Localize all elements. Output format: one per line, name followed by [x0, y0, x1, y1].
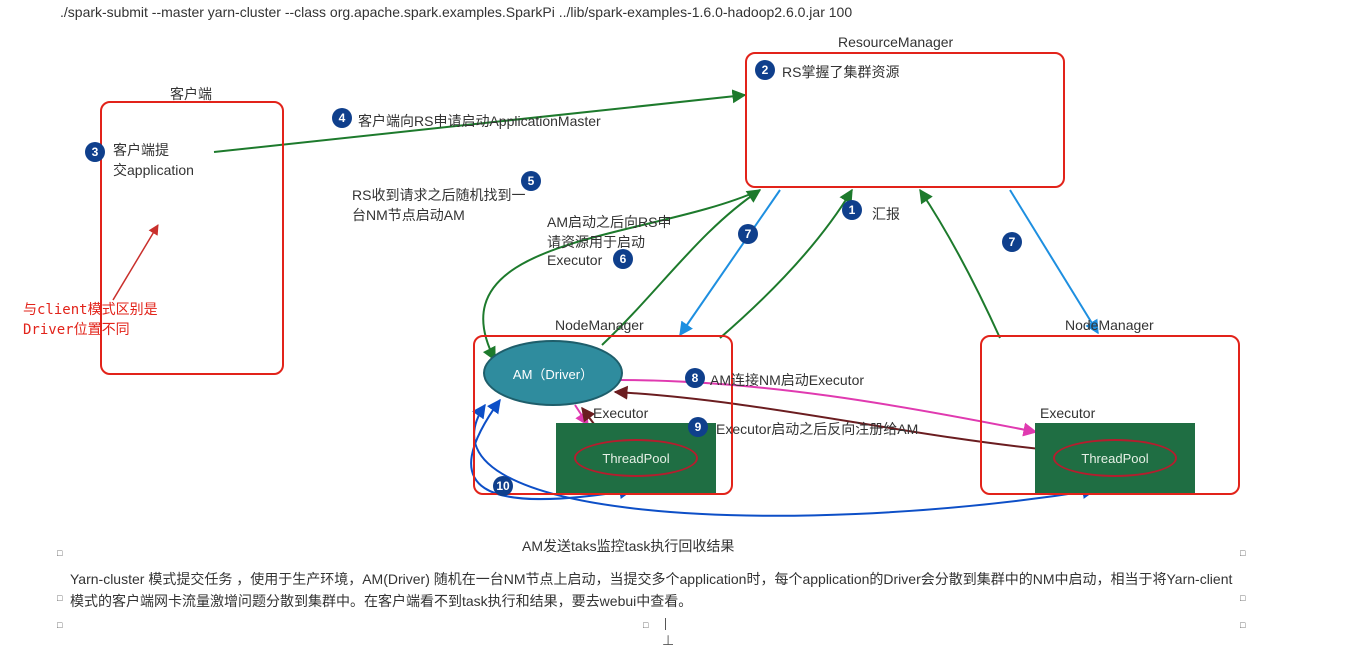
badge-4: 4: [332, 108, 352, 128]
executor-1-title: Executor: [593, 405, 648, 421]
client-note-l2: Driver位置不同: [23, 319, 158, 339]
threadpool-1: ThreadPool: [574, 439, 698, 477]
label-1: 汇报: [872, 204, 900, 224]
text-cursor-icon: ⊥: [662, 632, 674, 649]
badge-3: 3: [85, 142, 105, 162]
am-label: AM（Driver）: [485, 342, 621, 404]
label-4: 客户端向RS申请启动ApplicationMaster: [358, 111, 601, 131]
badge-2: 2: [755, 60, 775, 80]
threadpool-2-label: ThreadPool: [1055, 441, 1175, 475]
command-text: ./spark-submit --master yarn-cluster --c…: [60, 4, 852, 20]
am-driver: AM（Driver）: [483, 340, 623, 406]
label-2: RS掌握了集群资源: [782, 62, 899, 82]
label-3-l1: 客户端提交application: [113, 142, 194, 178]
bullet-marker: □: [1240, 620, 1245, 630]
threadpool-2: ThreadPool: [1053, 439, 1177, 477]
client-note-l1: 与client模式区别是: [23, 299, 158, 319]
label-5-text: RS收到请求之后随机找到一台NM节点启动AM: [352, 187, 525, 223]
threadpool-1-label: ThreadPool: [576, 441, 696, 475]
badge-7a: 7: [738, 224, 758, 244]
label-8: AM连接NM启动Executor: [710, 370, 864, 390]
label-6: AM启动之后向RS申请资源用于启动Executor: [547, 212, 677, 268]
badge-7b: 7: [1002, 232, 1022, 252]
executor-2: ThreadPool: [1035, 423, 1195, 493]
label-10: AM发送taks监控task执行回收结果: [522, 536, 734, 556]
label-9: Executor启动之后反向注册给AM: [716, 419, 918, 439]
bullet-marker: □: [57, 593, 62, 603]
badge-8: 8: [685, 368, 705, 388]
nm1-title: NodeManager: [555, 317, 644, 333]
executor-2-title: Executor: [1040, 405, 1095, 421]
nm2-title: NodeManager: [1065, 317, 1154, 333]
rm-title: ResourceManager: [838, 34, 953, 50]
bullet-marker: □: [1240, 593, 1245, 603]
badge-9: 9: [688, 417, 708, 437]
client-title: 客户端: [170, 84, 212, 104]
label-5: RS收到请求之后随机找到一台NM节点启动AM: [352, 185, 532, 225]
bullet-marker: □: [1240, 548, 1245, 558]
client-note: 与client模式区别是 Driver位置不同: [23, 299, 158, 339]
bullet-marker: □: [57, 548, 62, 558]
label-3: 客户端提交application: [113, 140, 223, 180]
description-paragraph: Yarn-cluster 模式提交任务 ，使用于生产环境，AM(Driver) …: [70, 568, 1240, 613]
bullet-marker: □: [57, 620, 62, 630]
label-6-text: AM启动之后向RS申请资源用于启动Executor: [547, 214, 671, 268]
badge-10: 10: [493, 476, 513, 496]
badge-1: 1: [842, 200, 862, 220]
bullet-marker: □: [643, 620, 648, 630]
